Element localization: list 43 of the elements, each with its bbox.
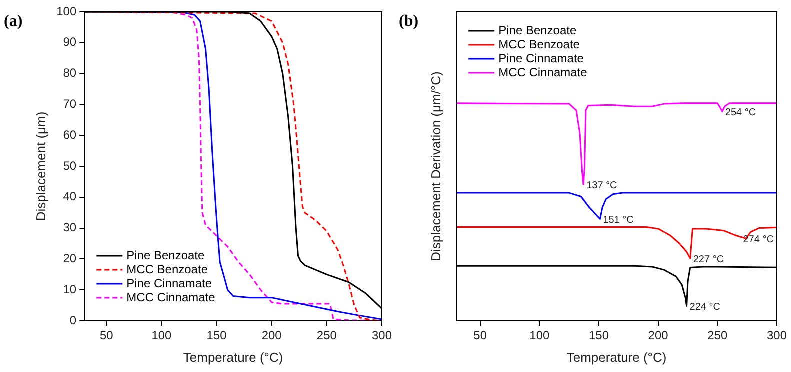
y-tick-label: 40 <box>63 190 77 204</box>
annotation: 224 °C <box>690 302 720 313</box>
annotation: 151 °C <box>603 214 634 226</box>
annotation: 274 °C <box>743 234 774 246</box>
x-tick-label: 150 <box>588 328 610 343</box>
annotation: 227 °C <box>693 254 724 266</box>
y-tick-label: 0 <box>70 313 77 328</box>
legend-label: Pine Cinnamate <box>498 51 584 66</box>
x-tick-label: 250 <box>708 328 728 343</box>
y-tick-label: 50 <box>63 158 77 173</box>
x-axis-title: Temperature (°C) <box>566 350 667 365</box>
y-axis-title: Displacement Derivation (μm/°C) <box>428 72 444 262</box>
x-tick-label: 200 <box>648 328 669 343</box>
x-axis-title: Temperature (°C) <box>183 350 284 365</box>
x-tick-label: 300 <box>372 328 392 343</box>
legend-label: Pine Cinnamate <box>126 276 212 290</box>
x-tick-label: 50 <box>474 328 488 343</box>
legend-label: MCC Benzoate <box>126 262 208 276</box>
y-axis-title: Displacement (μm) <box>33 112 48 222</box>
legend-label: MCC Cinnamate <box>498 65 588 80</box>
legend-label: MCC Benzoate <box>498 37 580 52</box>
x-tick-label: 250 <box>316 328 338 343</box>
legend-label: MCC Cinnamate <box>126 290 216 304</box>
x-tick-label: 100 <box>152 328 172 343</box>
legend-label: Pine Benzoate <box>498 23 577 38</box>
annotation: 254 °C <box>725 107 756 118</box>
x-tick-label: 200 <box>262 328 282 343</box>
y-tick-label: 100 <box>56 4 77 18</box>
x-tick-label: 300 <box>766 328 788 343</box>
legend-label: Pine Benzoate <box>126 248 206 262</box>
y-tick-label: 80 <box>63 66 77 80</box>
y-tick-label: 20 <box>63 252 77 266</box>
y-tick-label: 30 <box>63 220 77 235</box>
x-tick-label: 150 <box>206 328 228 343</box>
y-tick-label: 70 <box>63 97 77 112</box>
y-tick-label: 10 <box>63 282 77 296</box>
x-tick-label: 100 <box>530 328 550 343</box>
y-tick-label: 90 <box>63 35 77 50</box>
chart-title: (b) <box>399 13 419 30</box>
x-tick-label: 50 <box>100 328 114 343</box>
chart-title: (a) <box>4 13 23 30</box>
annotation: 137 °C <box>586 180 618 192</box>
y-tick-label: 60 <box>63 128 77 142</box>
